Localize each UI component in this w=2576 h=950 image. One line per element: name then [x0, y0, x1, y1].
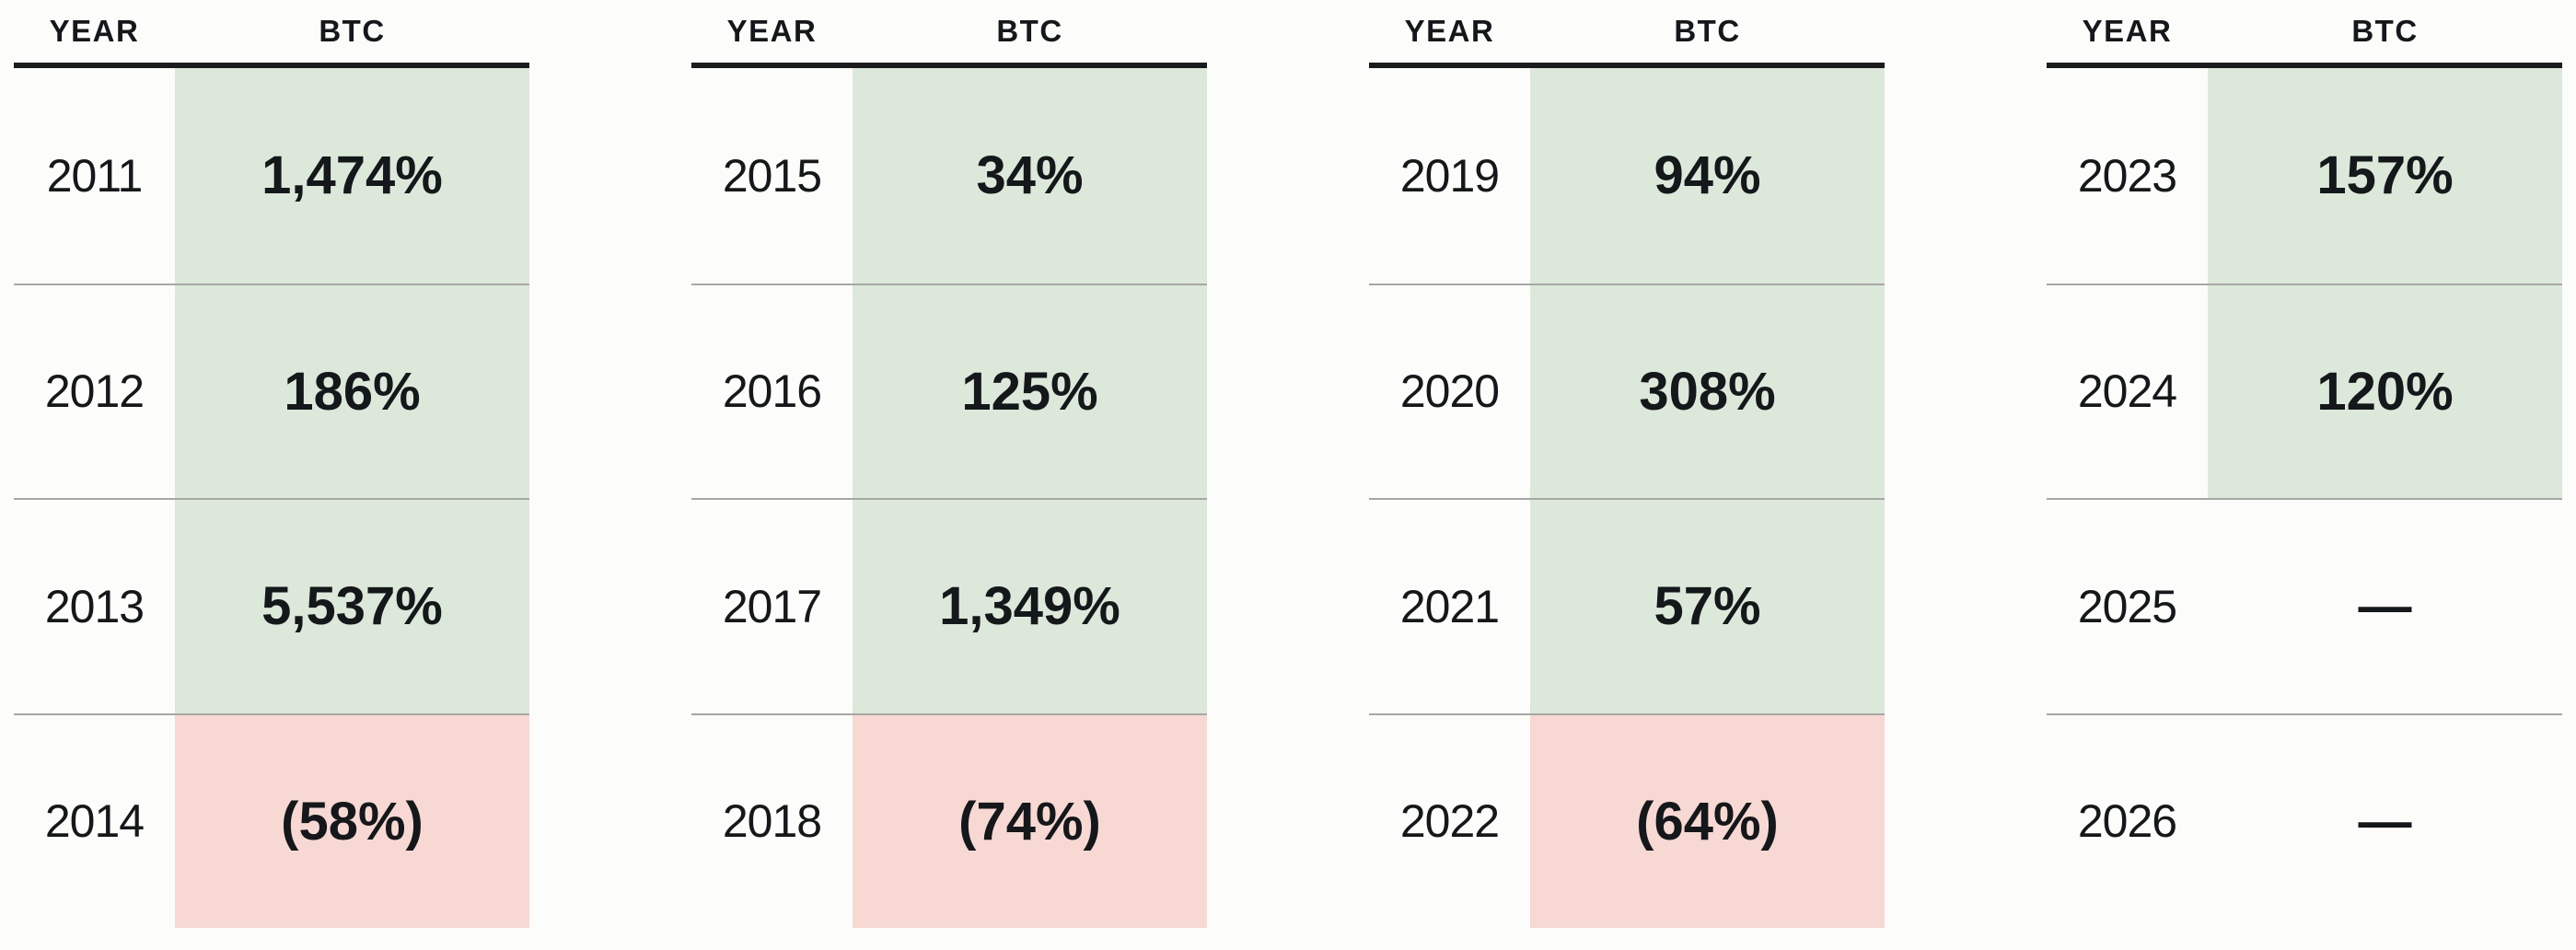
btc-return-cell: (74%) [853, 714, 1207, 928]
table-header: YEAR BTC [14, 0, 529, 68]
btc-return-cell: 34% [853, 68, 1207, 284]
year-cell: 2021 [1399, 580, 1500, 632]
btc-return-cell: (64%) [1530, 714, 1885, 928]
year-cell: 2013 [44, 580, 145, 632]
year-cell: 2011 [46, 149, 144, 202]
year-cell: 2025 [2077, 580, 2177, 632]
table-row: 2020 308% [1369, 283, 1885, 498]
returns-group-2023-2026: YEAR BTC 2023 157% 2024 120% 2025 — 2026… [2047, 0, 2562, 928]
column-header-btc: BTC [996, 14, 1063, 48]
btc-return-cell: 120% [2208, 284, 2562, 498]
column-header-btc: BTC [2351, 14, 2419, 48]
table-row: 2018 (74%) [691, 712, 1207, 928]
year-cell: 2024 [2077, 365, 2177, 418]
year-cell: 2015 [722, 149, 822, 202]
table-row: 2022 (64%) [1369, 712, 1885, 928]
year-cell: 2020 [1399, 365, 1500, 418]
table-row: 2011 1,474% [14, 68, 529, 284]
returns-group-2019-2022: YEAR BTC 2019 94% 2020 308% 2021 57% 202… [1369, 0, 1885, 928]
year-cell: 2017 [722, 580, 822, 632]
year-cell: 2026 [2077, 795, 2177, 848]
table-row: 2014 (58%) [14, 712, 529, 928]
btc-return-cell: 308% [1530, 284, 1885, 498]
btc-return-cell: 94% [1530, 68, 1885, 284]
btc-return-cell: — [2358, 576, 2412, 637]
table-row: 2021 57% [1369, 498, 1885, 713]
table-header: YEAR BTC [691, 0, 1207, 68]
table-row: 2016 125% [691, 283, 1207, 498]
year-cell: 2018 [722, 795, 822, 848]
btc-return-cell: 186% [175, 284, 529, 498]
column-header-year: YEAR [726, 14, 818, 48]
returns-group-2015-2018: YEAR BTC 2015 34% 2016 125% 2017 1,349% … [691, 0, 1207, 928]
btc-return-cell: 57% [1530, 500, 1885, 713]
btc-return-cell: 125% [853, 284, 1207, 498]
table-row: 2025 — [2047, 498, 2562, 713]
btc-return-cell: 157% [2208, 68, 2562, 284]
returns-group-2011-2014: YEAR BTC 2011 1,474% 2012 186% 2013 5,53… [14, 0, 529, 928]
column-header-btc: BTC [1674, 14, 1741, 48]
year-cell: 2014 [44, 795, 145, 848]
btc-return-cell: — [2358, 791, 2412, 852]
column-header-btc: BTC [319, 14, 386, 48]
year-cell: 2012 [44, 365, 145, 418]
table-row: 2013 5,537% [14, 498, 529, 713]
year-cell: 2023 [2077, 149, 2177, 202]
table-row: 2019 94% [1369, 68, 1885, 284]
table-row: 2012 186% [14, 283, 529, 498]
table-row: 2023 157% [2047, 68, 2562, 284]
btc-return-cell: 1,474% [175, 68, 529, 284]
column-header-year: YEAR [1404, 14, 1495, 48]
table-header: YEAR BTC [1369, 0, 1885, 68]
year-cell: 2016 [722, 365, 822, 418]
column-header-year: YEAR [2082, 14, 2173, 48]
table-row: 2015 34% [691, 68, 1207, 284]
table-header: YEAR BTC [2047, 0, 2562, 68]
btc-return-cell: (58%) [175, 714, 529, 928]
table-row: 2024 120% [2047, 283, 2562, 498]
column-header-year: YEAR [49, 14, 140, 48]
table-row: 2017 1,349% [691, 498, 1207, 713]
btc-yearly-returns-table: YEAR BTC 2011 1,474% 2012 186% 2013 5,53… [14, 0, 2562, 928]
year-cell: 2022 [1399, 795, 1500, 848]
table-row: 2026 — [2047, 712, 2562, 929]
year-cell: 2019 [1399, 149, 1500, 202]
btc-return-cell: 5,537% [175, 500, 529, 713]
btc-return-cell: 1,349% [853, 500, 1207, 713]
